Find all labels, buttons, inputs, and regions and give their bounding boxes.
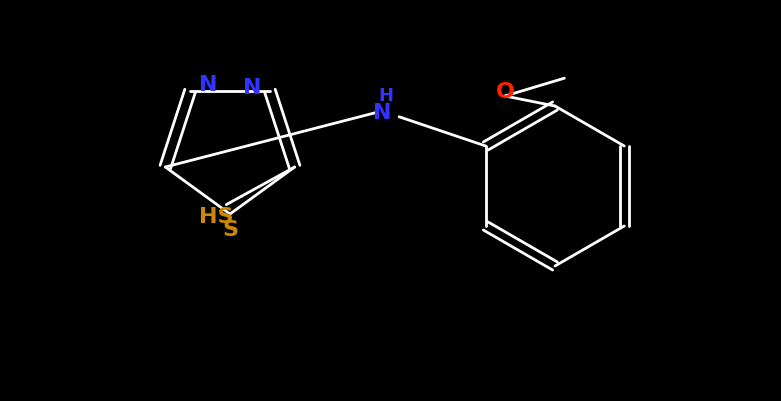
Text: HS: HS — [199, 207, 234, 227]
Text: N: N — [373, 103, 391, 123]
Text: N: N — [199, 75, 217, 95]
Text: N: N — [243, 78, 261, 98]
Text: S: S — [222, 220, 238, 240]
Text: H: H — [379, 87, 394, 105]
Text: O: O — [495, 82, 515, 102]
